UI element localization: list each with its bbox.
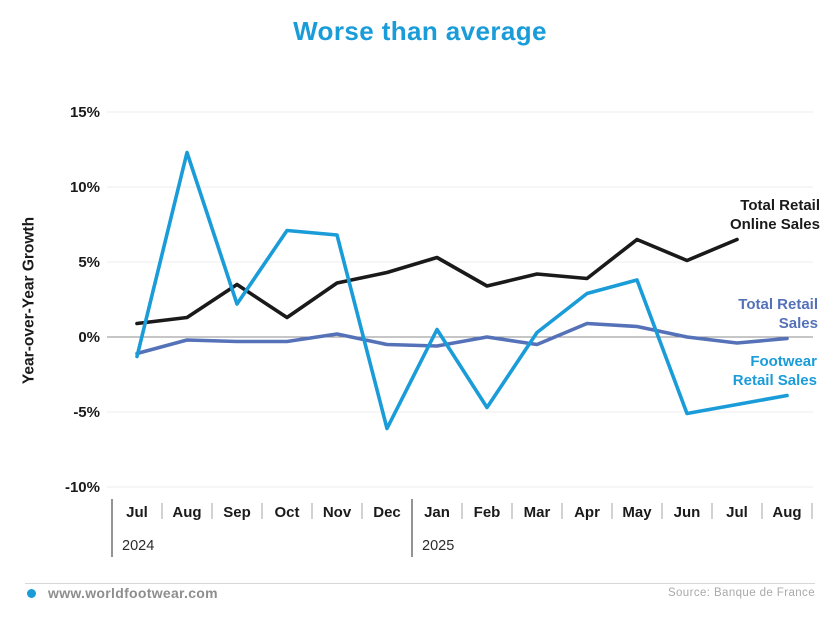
legend-online-sales: Total Retail Online Sales [729, 197, 820, 233]
x-tick-label: Aug [772, 504, 801, 521]
x-tick-label: Jul [726, 504, 748, 521]
x-tick-label: Aug [172, 504, 201, 521]
x-tick-label: Feb [474, 504, 501, 521]
x-tick-label: Mar [524, 504, 551, 521]
x-tick-label: Jan [424, 504, 450, 521]
x-tick-label: Dec [373, 504, 401, 521]
year-label: 2024 [122, 538, 154, 554]
y-tick-label: -5% [73, 404, 100, 421]
x-tick-label: Sep [223, 504, 251, 521]
source-label: Source: Banque de France [667, 587, 815, 599]
x-tick-label: May [622, 504, 652, 521]
x-tick-label: Nov [323, 504, 352, 521]
x-tick-label: Jun [674, 504, 701, 521]
x-tick-label: Jul [126, 504, 148, 521]
y-tick-label: 5% [78, 254, 100, 271]
chart-title: Worse than average [293, 16, 547, 46]
year-label: 2025 [422, 538, 454, 554]
legend-total-retail-sales: Total Retail Sales [738, 296, 818, 332]
series-line [135, 150, 789, 431]
series-line [135, 237, 739, 326]
brand-bullet-icon [27, 589, 36, 598]
legend-footwear-retail-sales: Footwear Retail Sales [732, 353, 817, 389]
y-tick-label: 0% [78, 329, 100, 346]
x-tick-label: Oct [274, 504, 299, 521]
y-tick-label: 15% [70, 104, 100, 121]
website-label[interactable]: www.worldfootwear.com [48, 585, 218, 601]
series-line [135, 321, 789, 356]
y-tick-label: -10% [65, 479, 100, 496]
footer-divider [25, 583, 815, 584]
x-tick-label: Apr [574, 504, 600, 521]
y-tick-label: 10% [70, 179, 100, 196]
